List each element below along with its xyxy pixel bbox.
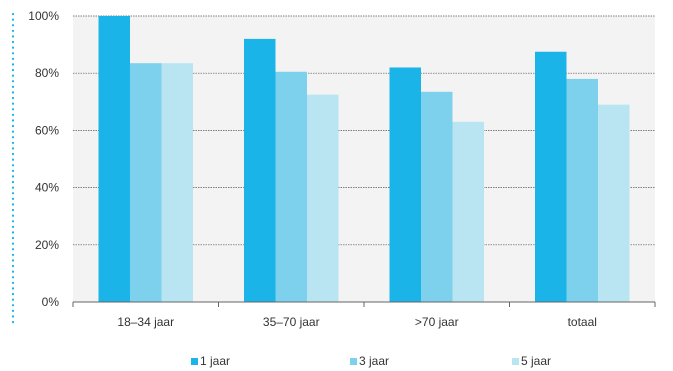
y-tick-label: 0% <box>42 295 60 309</box>
bars <box>98 16 630 303</box>
y-axis: 0% 20% 40% 60% 80% 100% <box>28 9 59 309</box>
x-axis: 18–34 jaar 35–70 jaar >70 jaar totaal <box>72 302 656 329</box>
legend-swatch <box>350 358 357 365</box>
legend-entry: 5 jaar <box>512 354 551 368</box>
bar <box>244 38 276 302</box>
legend-entry: 3 jaar <box>350 354 389 368</box>
legend-label: 1 jaar <box>200 354 230 368</box>
bar <box>421 91 453 302</box>
legend: 1 jaar 3 jaar 5 jaar <box>191 354 551 368</box>
bar <box>566 78 598 302</box>
y-tick-label: 100% <box>28 9 59 23</box>
legend-entry: 1 jaar <box>191 354 230 368</box>
y-tick-label: 20% <box>35 238 59 252</box>
legend-label: 3 jaar <box>359 354 389 368</box>
legend-swatch <box>512 358 519 365</box>
bar <box>452 121 484 302</box>
bar <box>130 63 162 302</box>
y-tick-label: 40% <box>35 181 59 195</box>
bar <box>275 71 307 303</box>
bar <box>389 67 421 302</box>
x-tick-label: 35–70 jaar <box>263 315 320 329</box>
legend-label: 5 jaar <box>521 354 551 368</box>
x-tick-label: >70 jaar <box>415 315 459 329</box>
bar <box>535 51 567 302</box>
legend-swatch <box>191 358 198 365</box>
y-tick-label: 80% <box>35 66 59 80</box>
x-tick-label: totaal <box>568 315 597 329</box>
x-tick-label: 18–34 jaar <box>117 315 174 329</box>
y-tick-label: 60% <box>35 123 59 137</box>
bar <box>307 94 339 303</box>
bar <box>598 104 630 302</box>
bar <box>98 16 130 302</box>
bar <box>161 63 193 302</box>
